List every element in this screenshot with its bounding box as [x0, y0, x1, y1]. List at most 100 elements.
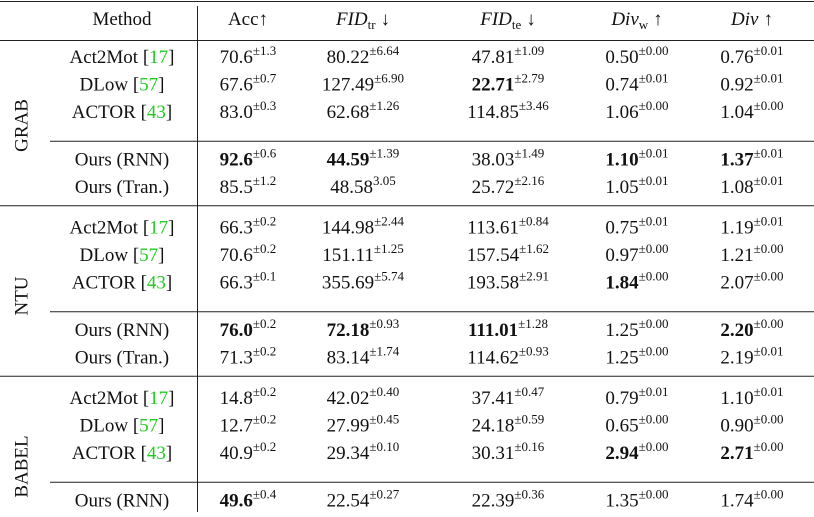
metric-cell: 12.7±0.2 — [220, 411, 277, 436]
citation: 43 — [147, 273, 166, 294]
metric-cell: 62.68±1.26 — [327, 98, 400, 123]
method-name: Act2Mot [17] — [69, 47, 174, 68]
metric-cell: 70.6±0.2 — [220, 241, 277, 266]
metric-value: 1.04 — [720, 102, 754, 123]
metric-std: ±0.01 — [754, 514, 784, 517]
metric-std: ±0.01 — [754, 173, 784, 188]
metric-cell: 30.31±0.16 — [472, 439, 545, 464]
header-arrow: ↓ — [381, 9, 391, 30]
metric-cell: 20.02±0.24 — [327, 514, 400, 517]
metric-cell: 22.39±0.36 — [472, 486, 545, 511]
metric-std: ±3.46 — [519, 98, 549, 113]
metric-std: ±0.45 — [369, 411, 399, 426]
metric-value: 1.05 — [605, 177, 638, 198]
metric-std: 3.05 — [373, 173, 396, 188]
metric-cell: 49.6±0.4 — [220, 486, 277, 511]
metric-std: ±0.00 — [639, 316, 669, 331]
metric-std: ±2.44 — [374, 213, 404, 228]
column-header: Method — [92, 9, 152, 30]
metric-cell: 22.54±0.27 — [327, 486, 400, 511]
metric-cell: 37.41±0.47 — [472, 384, 545, 409]
metric-value: 83.14 — [327, 348, 370, 369]
metric-std: ±0.01 — [639, 384, 669, 399]
metric-std: ±0.24 — [369, 514, 399, 517]
metric-value: 1.06 — [605, 102, 638, 123]
metric-cell: 42.02±0.40 — [327, 384, 400, 409]
metric-std: ±0.00 — [639, 411, 669, 426]
method-label: DLow [ — [80, 245, 140, 266]
method-name: DLow [57] — [80, 416, 165, 437]
metric-value: 2.71 — [720, 443, 753, 464]
citation-close: ] — [166, 443, 172, 464]
metric-value: 24.18 — [472, 416, 515, 437]
metric-cell: 1.74±0.00 — [720, 486, 783, 511]
metric-value: 2.20 — [720, 320, 753, 341]
metric-value: 48.58 — [330, 177, 373, 198]
metric-cell: 39.5±0.3 — [220, 514, 277, 517]
metric-cell: 47.81±1.09 — [472, 43, 545, 68]
metric-cell: 1.05±0.01 — [605, 173, 668, 198]
metric-std: ±0.3 — [253, 98, 276, 113]
metric-value: 193.58 — [467, 273, 519, 294]
metric-cell: 2.19±0.01 — [720, 343, 783, 368]
method-name: Ours (RNN) — [75, 320, 169, 341]
column-header: FIDte ↓ — [479, 9, 536, 32]
metric-value: 355.69 — [322, 273, 374, 294]
metric-value: 47.81 — [472, 47, 515, 68]
metric-std: ±0.6 — [253, 145, 277, 160]
header-sub: te — [512, 17, 522, 32]
metric-value: 1.84 — [605, 273, 639, 294]
header-main: Div — [610, 9, 639, 30]
metric-cell: 24.18±0.59 — [472, 411, 545, 436]
metric-std: ±0.00 — [639, 241, 669, 256]
metric-value: 67.6 — [220, 75, 253, 96]
metric-std: ±0.01 — [639, 70, 669, 85]
metric-cell: 66.3±0.1 — [220, 268, 277, 293]
metric-std: ±0.2 — [253, 411, 276, 426]
metric-value: 0.50 — [605, 47, 638, 68]
metric-std: ±0.01 — [754, 145, 784, 160]
column-header: Acc↑ — [228, 9, 268, 30]
metric-cell: 27.99±0.45 — [327, 411, 400, 436]
metric-cell: 1.39±0.00 — [605, 514, 668, 517]
method-label: Act2Mot [ — [69, 388, 149, 409]
metric-std: ±0.00 — [639, 268, 669, 283]
citation: 57 — [139, 416, 158, 437]
metric-value: 1.25 — [605, 320, 638, 341]
metric-std: ±0.00 — [754, 316, 784, 331]
metric-cell: 1.84±0.00 — [605, 268, 668, 293]
citation-close: ] — [158, 75, 164, 96]
method-name: Act2Mot [17] — [69, 218, 174, 239]
metric-cell: 0.92±0.01 — [720, 70, 783, 95]
metric-cell: 92.6±0.6 — [220, 145, 277, 170]
metric-value: 70.6 — [220, 245, 253, 266]
metric-cell: 1.06±0.00 — [605, 98, 668, 123]
method-name: Ours (RNN) — [75, 150, 169, 171]
metric-cell: 355.69±5.74 — [322, 268, 405, 293]
header-arrow: ↑ — [653, 9, 663, 30]
metric-value: 127.49 — [322, 75, 374, 96]
metric-cell: 1.10±0.01 — [720, 384, 783, 409]
method-label: ACTOR [ — [72, 102, 147, 123]
metric-std: ±0.4 — [253, 486, 277, 501]
citation-close: ] — [166, 102, 172, 123]
metric-cell: 1.37±0.01 — [720, 145, 783, 170]
metric-value: 25.72 — [472, 177, 515, 198]
citation: 17 — [149, 218, 168, 239]
metric-value: 40.9 — [220, 443, 253, 464]
metric-std: ±1.49 — [514, 145, 544, 160]
metric-std: ±0.00 — [639, 98, 669, 113]
metric-value: 0.90 — [720, 416, 753, 437]
citation: 57 — [139, 75, 158, 96]
metric-cell: 70.6±1.3 — [220, 43, 277, 68]
metric-std: ±1.39 — [369, 145, 399, 160]
method-label: Ours (Tran.) — [75, 177, 169, 198]
citation-close: ] — [158, 245, 164, 266]
metric-cell: 48.583.05 — [330, 173, 396, 198]
header-arrow: ↑ — [763, 9, 773, 30]
metric-std: ±0.00 — [639, 486, 669, 501]
metric-cell: 76.0±0.2 — [220, 316, 277, 341]
metric-std: ±0.00 — [754, 411, 784, 426]
metric-std: ±1.3 — [253, 43, 276, 58]
metric-std: ±0.3 — [253, 514, 276, 517]
